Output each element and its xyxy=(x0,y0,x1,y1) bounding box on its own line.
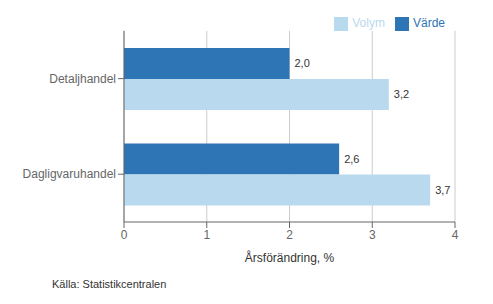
html-text:Källa: Statistikcentralen: Källa: Statistikcentralen xyxy=(52,278,167,290)
svg-text:1: 1 xyxy=(203,228,210,242)
svg-text:Årsförändring, %: Årsförändring, % xyxy=(245,250,335,265)
svg-text:3: 3 xyxy=(369,228,376,242)
svg-text:2: 2 xyxy=(286,228,293,242)
svg-text:4: 4 xyxy=(452,228,459,242)
svg-text:0: 0 xyxy=(121,228,128,242)
svg-text:3,7: 3,7 xyxy=(435,184,450,196)
html-text:Värde: Värde xyxy=(413,16,445,30)
html-text:Volym: Volym xyxy=(352,16,385,30)
svg-text:2,6: 2,6 xyxy=(344,153,359,165)
svg-text:2,0: 2,0 xyxy=(295,57,310,69)
svg-text:Detaljhandel: Detaljhandel xyxy=(49,72,116,86)
svg-text:3,2: 3,2 xyxy=(394,88,409,100)
svg-text:Dagligvaruhandel: Dagligvaruhandel xyxy=(23,167,116,181)
